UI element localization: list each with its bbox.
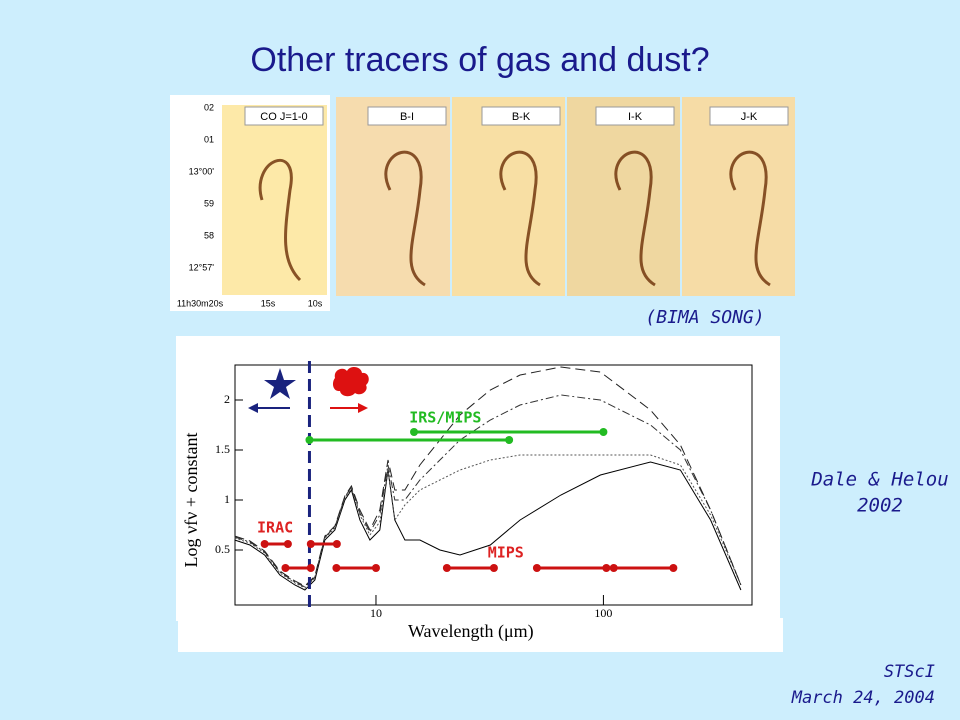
ra-label: 15s bbox=[261, 298, 276, 308]
band-end bbox=[609, 564, 618, 572]
star-icon bbox=[264, 368, 296, 399]
dec-label: 02 bbox=[204, 102, 214, 112]
arrows bbox=[248, 403, 368, 413]
band-end bbox=[332, 564, 341, 572]
galaxy-panels bbox=[170, 95, 795, 311]
dec-label: 01 bbox=[204, 134, 214, 144]
image-label: CO J=1-0 bbox=[260, 111, 307, 123]
band-end bbox=[602, 564, 611, 572]
band-end bbox=[505, 436, 514, 444]
band-end bbox=[410, 428, 419, 436]
spectrum-line bbox=[234, 366, 742, 587]
annotation: IRAC bbox=[257, 519, 293, 537]
annotation: IRS/MIPS bbox=[409, 409, 481, 427]
band-end bbox=[306, 564, 315, 572]
y-tick-label: 1.5 bbox=[215, 442, 230, 456]
ra-label: 10s bbox=[308, 298, 323, 308]
slide-title: Other tracers of gas and dust? bbox=[250, 41, 709, 79]
dec-label: 12°57' bbox=[189, 262, 215, 272]
ra-label: 11h30m20s bbox=[177, 298, 224, 308]
band-end bbox=[669, 564, 678, 572]
annotation: MIPS bbox=[488, 544, 524, 562]
image-label: B-I bbox=[400, 111, 414, 123]
band-end bbox=[305, 436, 314, 444]
image-label: I-K bbox=[628, 111, 643, 123]
footer: March 24, 2004 bbox=[791, 688, 935, 708]
dec-label: 59 bbox=[204, 198, 214, 208]
plot-frame bbox=[234, 364, 753, 606]
image-caption: (BIMA SONG) bbox=[645, 307, 764, 328]
band-end bbox=[260, 540, 269, 548]
spectrum-line bbox=[234, 461, 742, 591]
band-end bbox=[371, 564, 380, 572]
x-axis-label: Wavelength (μm) bbox=[408, 621, 534, 642]
image-label: B-K bbox=[512, 111, 531, 123]
band-end bbox=[599, 428, 608, 436]
x-tick-label: 10 bbox=[370, 606, 382, 620]
credit: Dale & Helou bbox=[810, 469, 948, 491]
y-tick-label: 1 bbox=[224, 492, 230, 506]
band-end bbox=[283, 540, 292, 548]
band-end bbox=[489, 564, 498, 572]
y-axis-label: Log νfν + constant bbox=[181, 433, 201, 568]
dec-label: 58 bbox=[204, 230, 214, 240]
x-tick-label: 100 bbox=[594, 606, 612, 620]
chart-bg bbox=[176, 336, 780, 621]
dec-label: 13°00' bbox=[189, 166, 215, 176]
y-tick-label: 0.5 bbox=[215, 542, 230, 556]
band-end bbox=[306, 540, 315, 548]
band-end bbox=[442, 564, 451, 572]
footer: STScI bbox=[884, 662, 935, 682]
spectrum-line bbox=[234, 394, 742, 588]
y-tick-label: 2 bbox=[224, 392, 230, 406]
band-end bbox=[332, 540, 341, 548]
image-label: J-K bbox=[741, 111, 758, 123]
chart-bg bbox=[178, 618, 783, 652]
band-end bbox=[281, 564, 290, 572]
cloud-icon bbox=[332, 367, 369, 397]
band-end bbox=[532, 564, 541, 572]
credit: 2002 bbox=[857, 495, 903, 517]
